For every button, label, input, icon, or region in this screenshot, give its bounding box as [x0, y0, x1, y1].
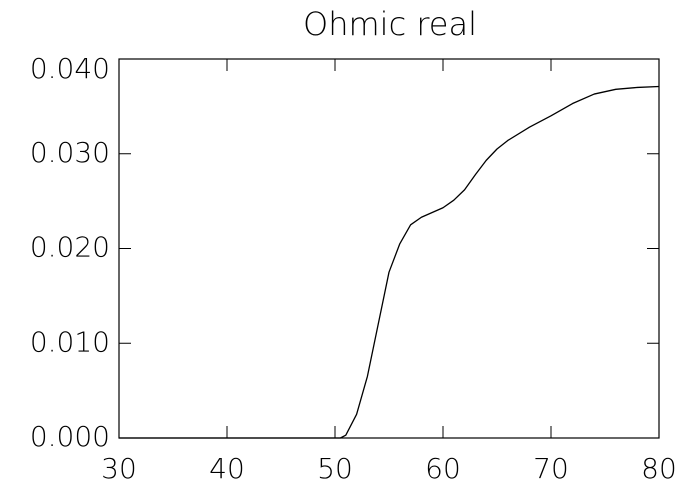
y-tick-label: 0.030: [30, 136, 110, 169]
y-tick-label: 0.010: [30, 325, 110, 358]
chart-title: Ohmic real: [303, 5, 477, 43]
x-tick-label: 40: [209, 452, 245, 485]
line-series: [119, 85, 660, 439]
x-tick-label: 70: [533, 452, 569, 485]
x-tick-label: 60: [425, 452, 461, 485]
y-tick-label: 0.000: [30, 420, 110, 453]
y-tick-label: 0.020: [30, 231, 110, 264]
x-tick-label: 80: [641, 452, 677, 485]
x-tick-label: 30: [101, 452, 137, 485]
y-tick-label: 0.040: [30, 52, 110, 85]
x-tick-label: 50: [317, 452, 353, 485]
